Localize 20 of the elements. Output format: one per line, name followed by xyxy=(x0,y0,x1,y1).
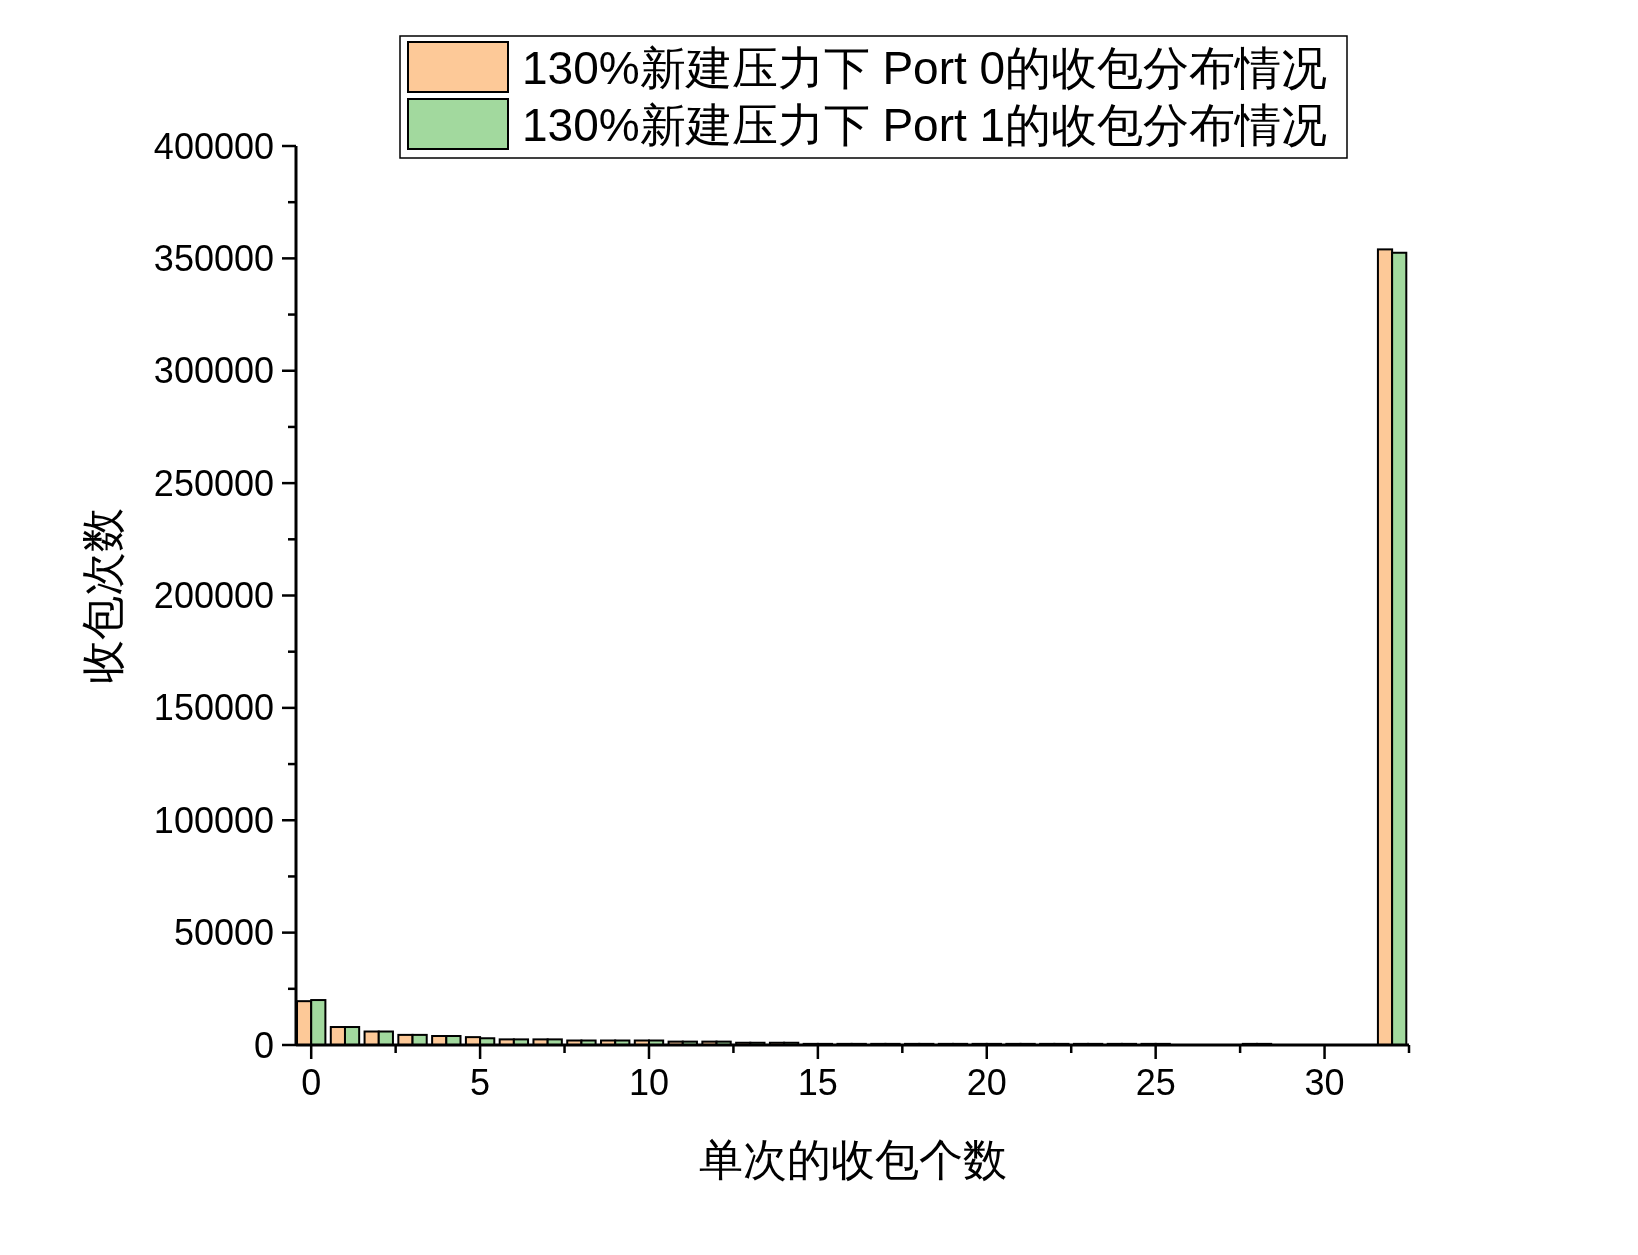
y-tick-label: 200000 xyxy=(153,575,274,616)
x-tick-label: 0 xyxy=(301,1062,322,1103)
y-tick-label: 250000 xyxy=(153,462,274,504)
x-tick-label: 20 xyxy=(966,1062,1007,1103)
x-tick-label: 25 xyxy=(1135,1062,1176,1103)
x-tick-label: 5 xyxy=(470,1062,491,1103)
x-tick-label: 10 xyxy=(628,1062,670,1103)
x-axis-title: 单次的收包个数 xyxy=(698,1135,1007,1184)
y-tick-label: 400000 xyxy=(153,125,274,167)
x-tick-label: 15 xyxy=(797,1062,838,1103)
y-tick-label: 300000 xyxy=(153,350,274,392)
y-tick-label: 350000 xyxy=(153,237,274,279)
y-tick-label: 100000 xyxy=(153,799,274,841)
y-tick-label: 0 xyxy=(253,1024,274,1066)
y-axis-title: 收包次数 xyxy=(78,507,127,684)
x-tick-label: 30 xyxy=(1304,1062,1345,1103)
y-tick-label: 150000 xyxy=(153,687,274,729)
legend-label: 130%新建压力下 Port 0的收包分布情况 xyxy=(522,42,1328,94)
legend-label: 130%新建压力下 Port 1的收包分布情况 xyxy=(522,99,1328,151)
y-tick-label: 50000 xyxy=(173,912,274,954)
